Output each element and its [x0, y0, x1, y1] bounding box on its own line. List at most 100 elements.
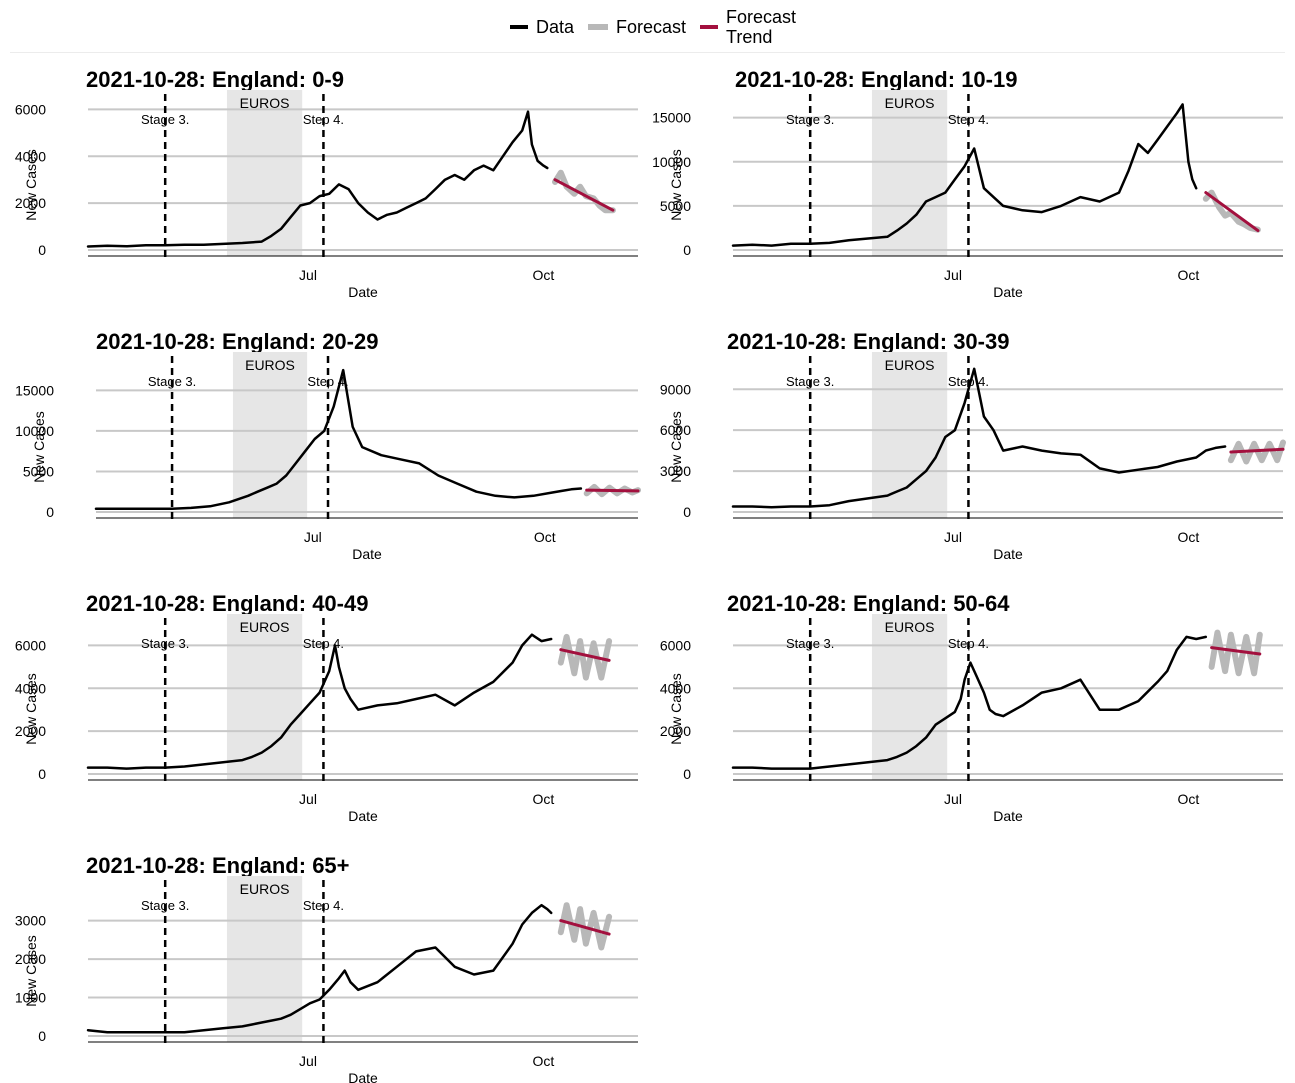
series-forecast [557, 633, 613, 681]
euros-region [871, 90, 948, 256]
series-forecast [552, 169, 616, 214]
legend-swatch-forecast [588, 24, 608, 30]
x-axis-label: Date [352, 546, 382, 562]
chart-title: 2021-10-28: England: 65+ [86, 853, 350, 878]
stage3-label: Stage 3. [786, 112, 834, 127]
y-tick-label: 2000 [15, 195, 46, 211]
chart-panel-30-39: 2021-10-28: England: 30-39 EUROS 0 3000 6000… [655, 322, 1295, 572]
y-axis-label: New Cases [668, 149, 684, 221]
series-forecast [1208, 629, 1263, 677]
step4-label: Step 4. [948, 112, 989, 127]
legend-label-trend: Forecast Trend [726, 7, 797, 47]
chart-panel-40-49: 2021-10-28: England: 40-49 EUROS 0 2000 4000… [10, 584, 650, 834]
x-tick-label-oct: Oct [1178, 529, 1200, 545]
euros-label: EUROS [240, 619, 290, 635]
x-tick-label-oct: Oct [1178, 791, 1200, 807]
chart-svg: 2021-10-28: England: 10-19 EUROS 0 5000 1000… [652, 67, 1283, 300]
x-tick-label-jul: Jul [299, 1053, 317, 1069]
legend-item-data: Data [510, 17, 574, 37]
x-tick-label-oct: Oct [533, 1053, 555, 1069]
series-forecast-trend [553, 178, 615, 212]
y-axis-label: New Cases [23, 149, 39, 221]
legend: Data Forecast Forecast Trend [0, 0, 1295, 53]
y-tick-label: 0 [38, 1028, 46, 1044]
chart-title: 2021-10-28: England: 0-9 [86, 67, 344, 92]
y-tick-label: 4000 [15, 148, 46, 164]
y-tick-label: 4000 [660, 680, 691, 696]
x-tick-label-oct: Oct [533, 791, 555, 807]
series-data [86, 633, 553, 770]
x-axis-label: Date [993, 284, 1023, 300]
legend-swatch-data [510, 25, 528, 29]
y-tick-label: 2000 [15, 723, 46, 739]
y-tick-label: 1000 [15, 990, 46, 1006]
y-tick-label: 3000 [660, 463, 691, 479]
legend-label-data: Data [536, 17, 575, 37]
x-axis-label: Date [348, 808, 378, 824]
chart-title: 2021-10-28: England: 20-29 [96, 329, 378, 354]
euros-region [226, 614, 303, 780]
euros-region [226, 90, 303, 256]
y-tick-label: 6000 [15, 101, 46, 117]
x-axis-label: Date [348, 284, 378, 300]
chart-svg: 2021-10-28: England: 50-64 EUROS 0 2000 4000… [660, 591, 1283, 824]
step4-label: Step 4. [948, 636, 989, 651]
chart-svg: 2021-10-28: England: 0-9 EUROS 0 2000 4000 60… [15, 67, 638, 300]
series-forecast-trend [1229, 447, 1285, 454]
chart-panel-50-64: 2021-10-28: England: 50-64 EUROS 0 2000 4000… [655, 584, 1295, 834]
y-tick-label: 15000 [652, 110, 691, 126]
chart-svg: 2021-10-28: England: 65+ EUROS 0 1000 2000 30… [15, 853, 638, 1083]
series-data [731, 635, 1208, 770]
y-tick-label: 2000 [15, 951, 46, 967]
step4-label: Step 4. [303, 636, 344, 651]
euros-label: EUROS [240, 881, 290, 897]
legend-swatch-trend [700, 25, 718, 29]
legend-label-forecast: Forecast [616, 17, 687, 37]
y-tick-label: 15000 [15, 382, 54, 398]
legend-item-trend: Forecast Trend [700, 7, 806, 47]
x-axis-label: Date [993, 546, 1023, 562]
chart-svg: 2021-10-28: England: 30-39 EUROS 0 3000 6000… [660, 329, 1286, 562]
x-tick-label-oct: Oct [533, 267, 555, 283]
euros-label: EUROS [885, 619, 935, 635]
x-tick-label-jul: Jul [944, 267, 962, 283]
series-data [731, 103, 1198, 247]
y-tick-label: 5000 [23, 463, 54, 479]
y-tick-label: 2000 [660, 723, 691, 739]
chart-panel-0-9: 2021-10-28: England: 0-9 EUROS 0 2000 4000 60… [10, 60, 650, 310]
x-tick-label-jul: Jul [299, 791, 317, 807]
y-axis-label: New Cases [31, 411, 47, 483]
x-tick-label-jul: Jul [944, 791, 962, 807]
y-tick-label: 5000 [660, 198, 691, 214]
chart-title: 2021-10-28: England: 10-19 [735, 67, 1017, 92]
euros-label: EUROS [885, 95, 935, 111]
step4-label: Step 4. [303, 112, 344, 127]
chart-svg: 2021-10-28: England: 20-29 EUROS 0 5000 1000… [15, 329, 641, 562]
series-forecast-trend [559, 648, 611, 662]
chart-title: 2021-10-28: England: 30-39 [727, 329, 1009, 354]
y-tick-label: 4000 [15, 680, 46, 696]
x-tick-label-jul: Jul [304, 529, 322, 545]
y-tick-label: 6000 [660, 637, 691, 653]
y-tick-label: 3000 [15, 913, 46, 929]
y-axis-label: New Cases [668, 673, 684, 745]
y-tick-label: 6000 [15, 637, 46, 653]
x-tick-label-oct: Oct [1178, 267, 1200, 283]
series-forecast-trend [585, 488, 640, 493]
stage3-label: Stage 3. [141, 112, 189, 127]
step4-label: Step 4. [948, 374, 989, 389]
y-tick-label: 0 [683, 242, 691, 258]
x-axis-label: Date [348, 1070, 378, 1083]
series-forecast-trend [559, 919, 611, 936]
euros-label: EUROS [885, 357, 935, 373]
x-axis-label: Date [993, 808, 1023, 824]
stage3-label: Stage 3. [148, 374, 196, 389]
y-axis-label: New Cases [668, 411, 684, 483]
series-data [86, 110, 549, 248]
chart-title: 2021-10-28: England: 40-49 [86, 591, 368, 616]
y-tick-label: 0 [46, 504, 54, 520]
x-tick-label-jul: Jul [944, 529, 962, 545]
y-axis-label: New Cases [23, 935, 39, 1007]
legend-divider [10, 52, 1285, 53]
chart-svg: 2021-10-28: England: 40-49 EUROS 0 2000 4000… [15, 591, 638, 824]
